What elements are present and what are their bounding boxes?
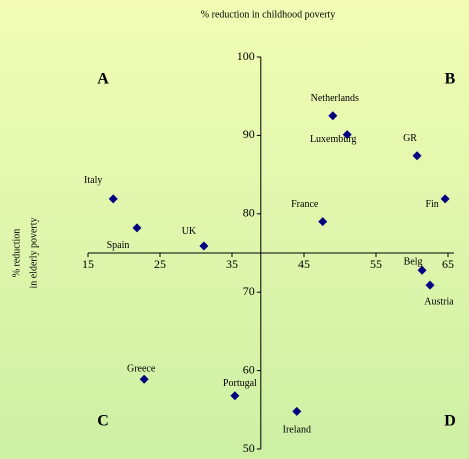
x-tick-label: 65 (442, 257, 454, 271)
point (230, 391, 240, 401)
point-label: France (291, 199, 319, 210)
x-tick-label: 45 (298, 257, 310, 271)
point-label: Netherlands (311, 93, 359, 104)
quadrant-label: C (97, 413, 109, 430)
point (328, 111, 338, 121)
point (417, 265, 427, 275)
y-tick-label: 90 (243, 127, 255, 141)
y-axis-label: in elderly poverty (28, 217, 39, 288)
y-tick-label: 80 (243, 206, 255, 220)
point (342, 130, 352, 140)
point (132, 223, 142, 233)
x-tick-label: 15 (82, 257, 94, 271)
point-label: Austria (424, 296, 454, 307)
quadrant-label: D (444, 413, 456, 430)
point-label: Luxemburg (310, 134, 356, 145)
point-label: Fin (425, 199, 438, 210)
point (199, 241, 209, 251)
x-tick-label: 25 (154, 257, 166, 271)
point-label: Ireland (283, 425, 311, 436)
point-label: Spain (107, 240, 130, 251)
point-label: GR (403, 133, 417, 144)
point (318, 217, 328, 227)
quadrant-label: A (97, 71, 109, 88)
point-label: Greece (127, 364, 156, 375)
chart-title: % reduction in childhood poverty (201, 9, 335, 20)
point-label: Belg (404, 257, 423, 268)
quadrant-label: B (445, 71, 456, 88)
x-tick-label: 35 (226, 257, 238, 271)
point (292, 406, 302, 416)
point-label: UK (182, 226, 197, 237)
y-tick-label: 60 (243, 362, 255, 376)
x-tick-label: 55 (370, 257, 382, 271)
point (412, 151, 422, 161)
point-label: Portugal (223, 378, 257, 389)
y-tick-label: 70 (243, 284, 255, 298)
y-axis-label: % reduction (11, 229, 22, 278)
y-tick-label: 50 (243, 441, 255, 455)
point (425, 280, 435, 290)
point-label: Italy (84, 175, 102, 186)
point (108, 194, 118, 204)
point (139, 374, 149, 384)
y-tick-label: 100 (237, 49, 255, 63)
point (440, 194, 450, 204)
